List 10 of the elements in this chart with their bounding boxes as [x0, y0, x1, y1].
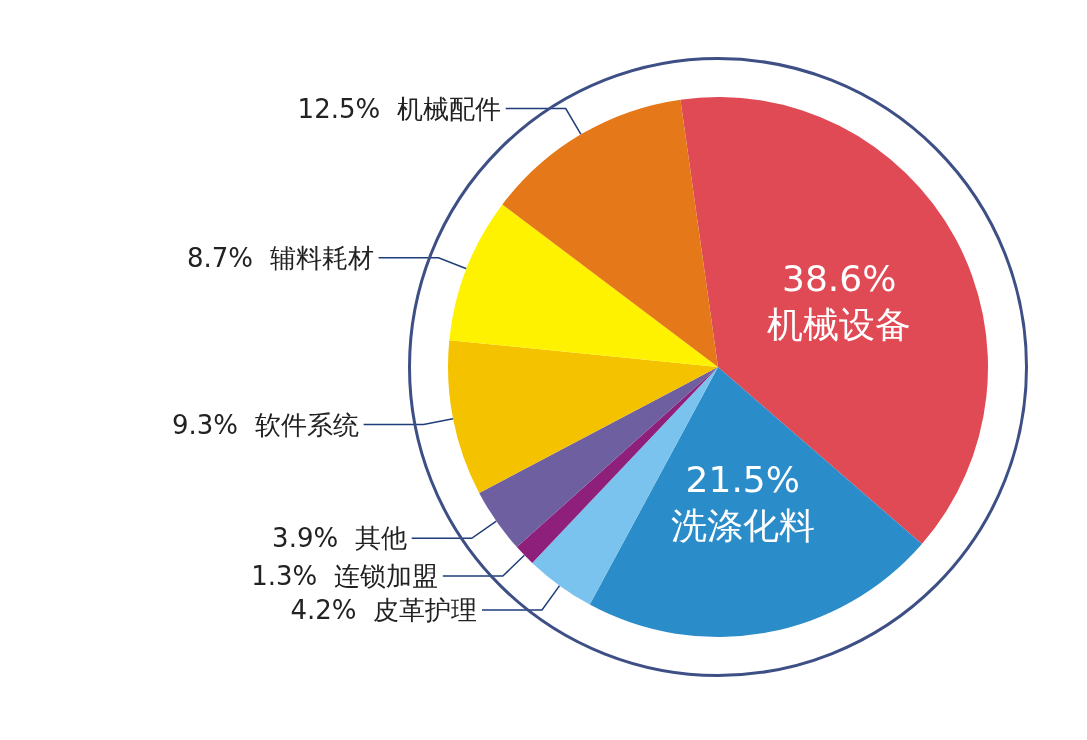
slice-label: 12.5% 机械配件 [297, 93, 501, 124]
slice-label: 4.2% 皮革护理 [290, 594, 477, 625]
slice-label: 机械设备 [767, 303, 912, 345]
data-label: 21.5% [685, 459, 800, 501]
slice-label: 洗涤化料 [670, 505, 815, 547]
slice-label: 3.9% 其他 [272, 523, 407, 554]
slice-label: 1.3% 连锁加盟 [251, 561, 438, 592]
slice-label: 9.3% 软件系统 [171, 409, 359, 440]
data-label: 38.6% [782, 257, 897, 299]
slice-label: 8.7% 辅料耗材 [186, 242, 374, 273]
